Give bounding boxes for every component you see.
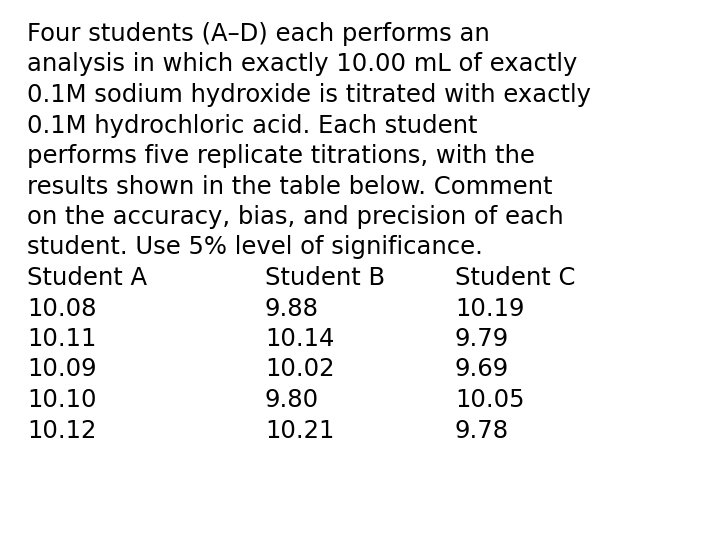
Text: 10.09: 10.09: [27, 357, 96, 382]
Text: 10.14: 10.14: [265, 327, 334, 351]
Text: student. Use 5% level of significance.: student. Use 5% level of significance.: [27, 236, 483, 260]
Text: 10.02: 10.02: [265, 357, 335, 382]
Text: 10.05: 10.05: [455, 388, 524, 412]
Text: on the accuracy, bias, and precision of each: on the accuracy, bias, and precision of …: [27, 205, 564, 229]
Text: results shown in the table below. Comment: results shown in the table below. Commen…: [27, 175, 552, 199]
Text: Four students (A–D) each performs an: Four students (A–D) each performs an: [27, 22, 490, 46]
Text: 10.08: 10.08: [27, 296, 96, 321]
Text: 10.19: 10.19: [455, 296, 524, 321]
Text: 10.11: 10.11: [27, 327, 96, 351]
Text: 10.21: 10.21: [265, 418, 334, 442]
Text: Student C: Student C: [455, 266, 575, 290]
Text: 9.80: 9.80: [265, 388, 319, 412]
Text: 9.69: 9.69: [455, 357, 509, 382]
Text: 9.88: 9.88: [265, 296, 319, 321]
Text: 10.10: 10.10: [27, 388, 96, 412]
Text: 0.1M hydrochloric acid. Each student: 0.1M hydrochloric acid. Each student: [27, 114, 477, 137]
Text: analysis in which exactly 10.00 mL of exactly: analysis in which exactly 10.00 mL of ex…: [27, 53, 577, 76]
Text: 0.1M sodium hydroxide is titrated with exactly: 0.1M sodium hydroxide is titrated with e…: [27, 83, 591, 107]
Text: 9.79: 9.79: [455, 327, 509, 351]
Text: Student A: Student A: [27, 266, 147, 290]
Text: 10.12: 10.12: [27, 418, 96, 442]
Text: Student B: Student B: [265, 266, 385, 290]
Text: 9.78: 9.78: [455, 418, 509, 442]
Text: performs five replicate titrations, with the: performs five replicate titrations, with…: [27, 144, 535, 168]
